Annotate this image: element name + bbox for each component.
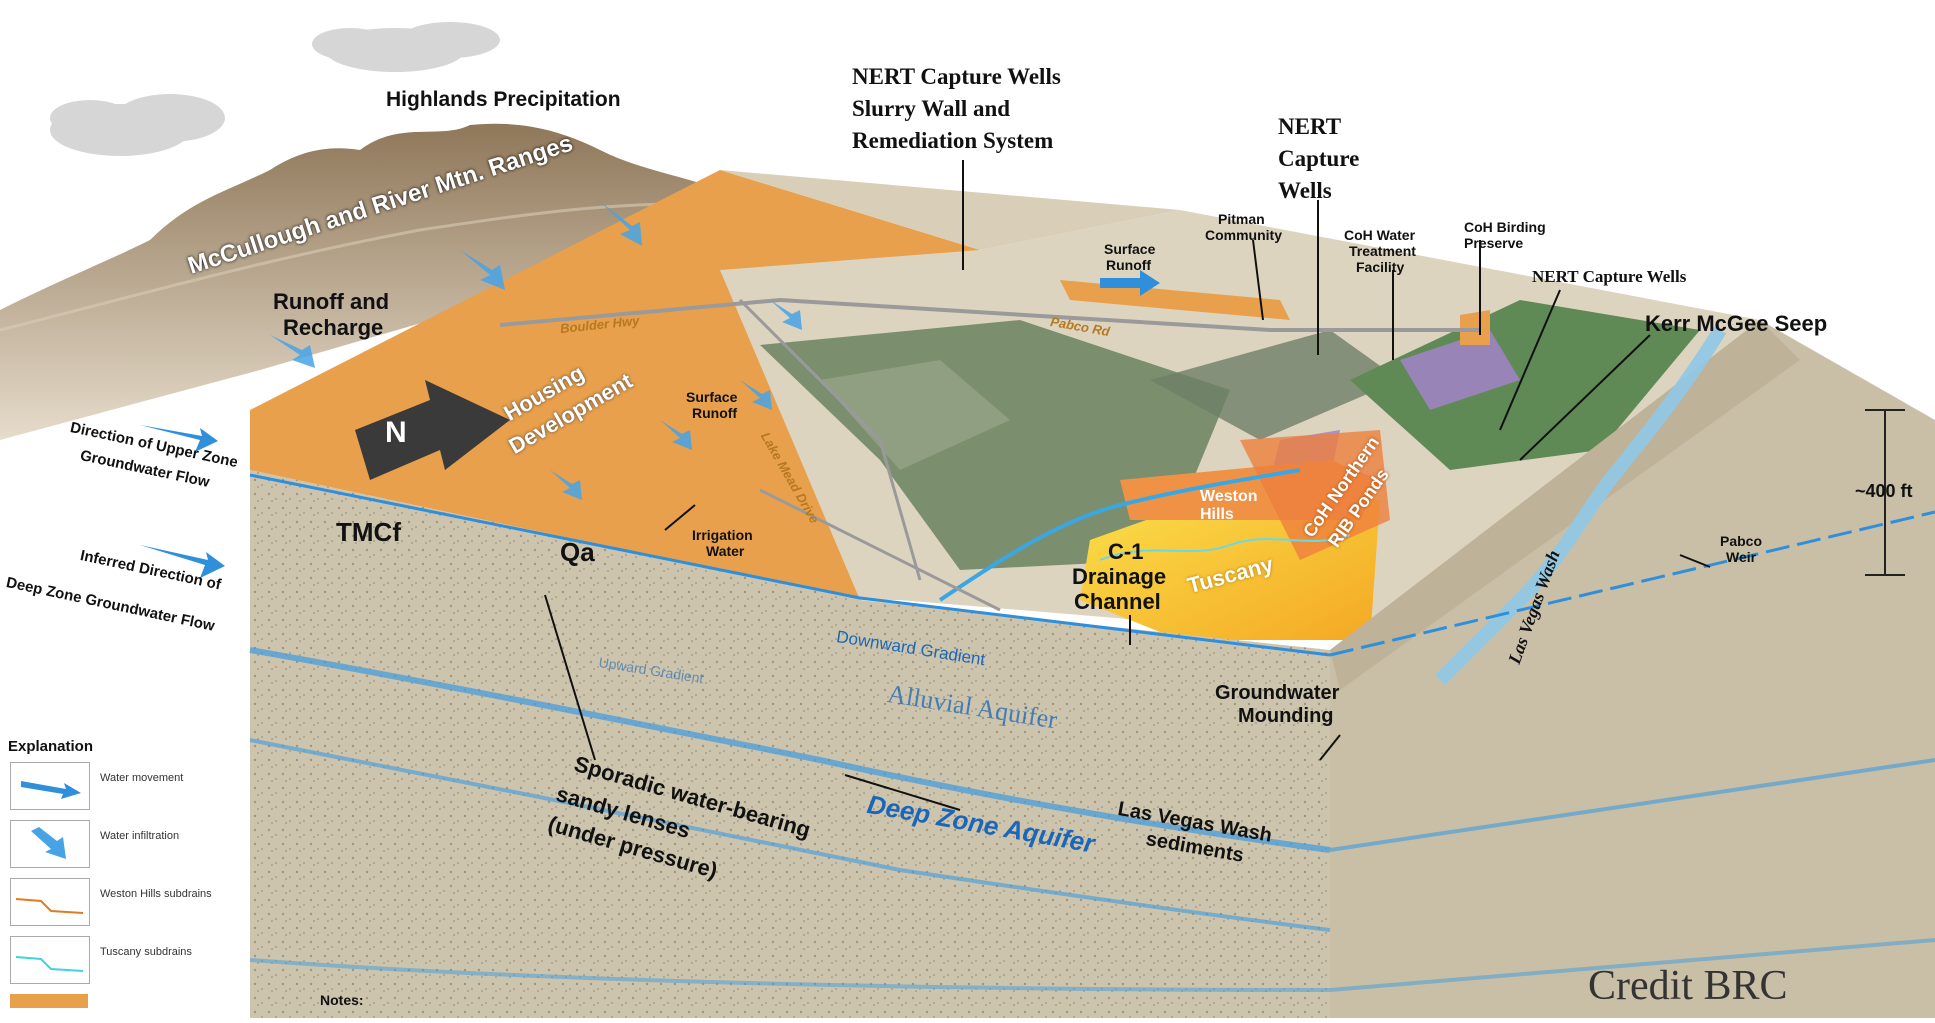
water-table-line bbox=[249, 473, 1331, 657]
weston-hills-label-1: Weston bbox=[1200, 488, 1258, 505]
nert-slurry-label-2: Slurry Wall and bbox=[852, 96, 1011, 121]
c1-drainage-label-3: Channel bbox=[1074, 589, 1161, 614]
north-arrow-icon bbox=[355, 380, 510, 480]
coh-water-label-2: Treatment bbox=[1349, 243, 1416, 259]
c1-drainage-label-2: Drainage bbox=[1072, 564, 1167, 589]
qa-label: Qa bbox=[560, 537, 595, 567]
mountain-range bbox=[0, 123, 760, 440]
coh-birding-label-1: CoH Birding bbox=[1464, 219, 1546, 235]
coh-water-label-1: CoH Water bbox=[1344, 227, 1416, 243]
nert-slurry-label-1: NERT Capture Wells bbox=[852, 64, 1061, 89]
legend-item: Tuscany subdrains bbox=[10, 936, 230, 986]
nert-slurry-label-3: Remediation System bbox=[852, 128, 1054, 153]
weston-hills-subdrain-icon bbox=[10, 878, 90, 926]
water-infiltration-arrows bbox=[270, 200, 802, 500]
surface-runoff-mid-label-1: Surface bbox=[686, 389, 738, 405]
nert-capture-right-label: NERT Capture Wells bbox=[1532, 267, 1687, 286]
cloud-icon bbox=[50, 22, 500, 156]
pitman-label-1: Pitman bbox=[1218, 211, 1265, 227]
credit-label: Credit BRC bbox=[1588, 963, 1788, 1009]
las-vegas-wash-channel bbox=[1435, 326, 1727, 685]
block-front bbox=[250, 470, 1330, 1018]
nert-capture-label-3: Wells bbox=[1278, 178, 1332, 203]
depth-label: ~400 ft bbox=[1855, 481, 1913, 501]
runoff-recharge-label-2: Recharge bbox=[283, 315, 384, 340]
irrigation-water-label-2: Water bbox=[706, 543, 745, 559]
legend-item-label: Water movement bbox=[100, 772, 184, 784]
block-side bbox=[1330, 320, 1935, 1018]
groundwater-mounding-label-2: Mounding bbox=[1238, 705, 1334, 727]
legend-item-label: Weston Hills subdrains bbox=[100, 888, 212, 900]
coh-birding-label-2: Preserve bbox=[1464, 235, 1524, 251]
irrigation-water-label-1: Irrigation bbox=[692, 527, 753, 543]
surface-runoff-top-label-1: Surface bbox=[1104, 241, 1156, 257]
kerr-mcgee-seep-label: Kerr McGee Seep bbox=[1645, 311, 1828, 336]
pabco-weir-label-2: Weir bbox=[1726, 549, 1757, 565]
green-preserve bbox=[1350, 300, 1700, 470]
c1-channel bbox=[938, 468, 1301, 602]
north-arrow-label: N bbox=[385, 416, 407, 449]
legend-item-label: Tuscany subdrains bbox=[100, 946, 192, 958]
legend-item: Water infiltration bbox=[10, 820, 230, 870]
c1-drainage-label-1: C-1 bbox=[1108, 539, 1144, 564]
water-infiltration-icon bbox=[10, 820, 90, 868]
water-movement-icon bbox=[10, 762, 90, 810]
coh-water-label-3: Facility bbox=[1356, 259, 1405, 275]
surface-runoff-mid-label-2: Runoff bbox=[692, 405, 738, 421]
pabco-weir-label-1: Pabco bbox=[1720, 533, 1763, 549]
legend-orange-swatch bbox=[10, 994, 88, 1008]
groundwater-mounding-label-1: Groundwater bbox=[1215, 682, 1340, 704]
water-movement-arrows bbox=[140, 270, 1160, 578]
tmcf-label: TMCf bbox=[336, 517, 401, 547]
runoff-recharge-label-1: Runoff and bbox=[273, 289, 390, 314]
nert-capture-label-1: NERT bbox=[1278, 114, 1342, 139]
surface-runoff-top-label-2: Runoff bbox=[1106, 257, 1152, 273]
tuscany-subdrain-icon bbox=[10, 936, 90, 984]
legend-title: Explanation bbox=[8, 738, 94, 755]
pitman-label-2: Community bbox=[1205, 227, 1282, 243]
highlands-precipitation-label: Highlands Precipitation bbox=[386, 88, 621, 111]
notes-title: Notes: bbox=[320, 992, 364, 1008]
nert-capture-label-2: Capture bbox=[1278, 146, 1360, 171]
legend-item-label: Water infiltration bbox=[100, 830, 180, 842]
legend-item: Weston Hills subdrains bbox=[10, 878, 230, 928]
weston-hills-label-2: Hills bbox=[1200, 506, 1234, 523]
legend-item: Water movement bbox=[10, 762, 230, 812]
